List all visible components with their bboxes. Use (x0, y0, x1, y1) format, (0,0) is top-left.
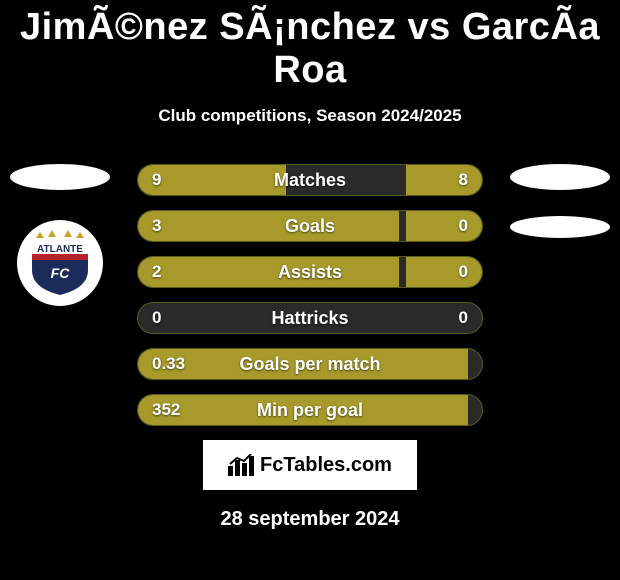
svg-text:FC: FC (51, 265, 71, 281)
stat-value-left: 0 (152, 303, 161, 333)
stat-row: Matches9 8 (137, 164, 483, 196)
stat-row: Assists2 0 (137, 256, 483, 288)
player-photo-placeholder (10, 164, 110, 190)
svg-text:ATLANTE: ATLANTE (37, 244, 83, 255)
stat-row: Min per goal352 (137, 394, 483, 426)
stat-label: Min per goal (138, 395, 482, 425)
date-text: 28 september 2024 (0, 508, 620, 531)
stat-value-left: 2 (152, 257, 161, 287)
page-title: JimÃ©nez SÃ¡nchez vs GarcÃ­a Roa (0, 0, 620, 92)
stat-label: Matches (138, 165, 482, 195)
stat-label: Hattricks (138, 303, 482, 333)
atlante-badge-icon: ATLANTE FC (30, 230, 90, 296)
stat-value-right: 8 (459, 165, 468, 195)
player-photo-placeholder (510, 164, 610, 190)
comparison-content: ATLANTE FC Matches98Goals30Assists20Hatt… (0, 164, 620, 426)
stat-label: Goals per match (138, 349, 482, 379)
stat-bars: Matches98Goals30Assists20Hattricks00Goal… (137, 164, 483, 426)
stat-value-right: 0 (459, 257, 468, 287)
stat-value-right: 0 (459, 211, 468, 241)
stat-value-right: 0 (459, 303, 468, 333)
club-badge-placeholder (510, 216, 610, 238)
stat-row: Goals per match0.33 (137, 348, 483, 380)
fctables-logo: FcTables.com (203, 440, 417, 490)
stat-row: Goals3 0 (137, 210, 483, 242)
stat-value-left: 3 (152, 211, 161, 241)
page-subtitle: Club competitions, Season 2024/2025 (0, 106, 620, 126)
club-badge: ATLANTE FC (17, 220, 103, 306)
bars-icon (228, 454, 256, 476)
stat-value-left: 352 (152, 395, 180, 425)
right-player-column (500, 164, 620, 238)
left-player-column: ATLANTE FC (0, 164, 120, 306)
stat-value-left: 9 (152, 165, 161, 195)
stat-label: Goals (138, 211, 482, 241)
stat-row: Hattricks0 0 (137, 302, 483, 334)
stat-value-left: 0.33 (152, 349, 185, 379)
stat-label: Assists (138, 257, 482, 287)
logo-text: FcTables.com (260, 454, 392, 477)
